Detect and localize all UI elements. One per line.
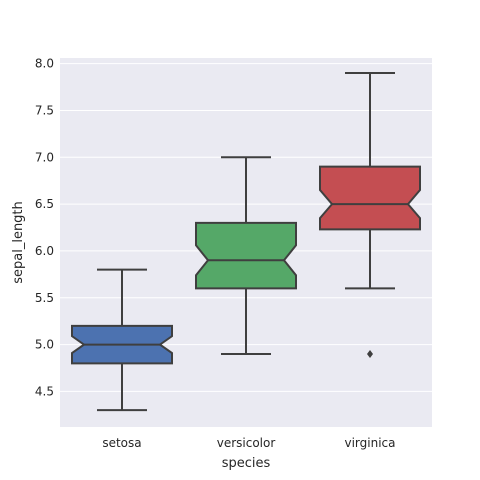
box-body	[195, 221, 297, 290]
y-tick-label: 8.0	[35, 57, 54, 71]
x-tick-label: versicolor	[217, 436, 276, 450]
box-setosa	[71, 268, 173, 412]
x-axis-label: species	[222, 456, 271, 471]
y-tick-label: 7.0	[35, 150, 54, 164]
box-virginica	[319, 71, 421, 358]
box-body	[319, 165, 421, 231]
y-tick-label: 6.5	[35, 197, 54, 211]
y-tick-label: 5.5	[35, 291, 54, 305]
y-tick-label: 7.5	[35, 103, 54, 117]
outlier-point	[367, 349, 373, 358]
x-axis-ticks: setosa versicolor virginica	[102, 436, 395, 450]
y-tick-label: 5.0	[35, 338, 54, 352]
y-tick-label: 6.0	[35, 244, 54, 258]
y-axis-ticks: 4.5 5.0 5.5 6.0 6.5 7.0 7.5 8.0	[35, 57, 54, 399]
boxes	[71, 71, 421, 412]
y-tick-label: 4.5	[35, 384, 54, 398]
y-axis-label: sepal_length	[11, 201, 26, 284]
x-tick-label: virginica	[345, 436, 396, 450]
x-tick-label: setosa	[102, 436, 141, 450]
box-versicolor	[195, 156, 297, 355]
